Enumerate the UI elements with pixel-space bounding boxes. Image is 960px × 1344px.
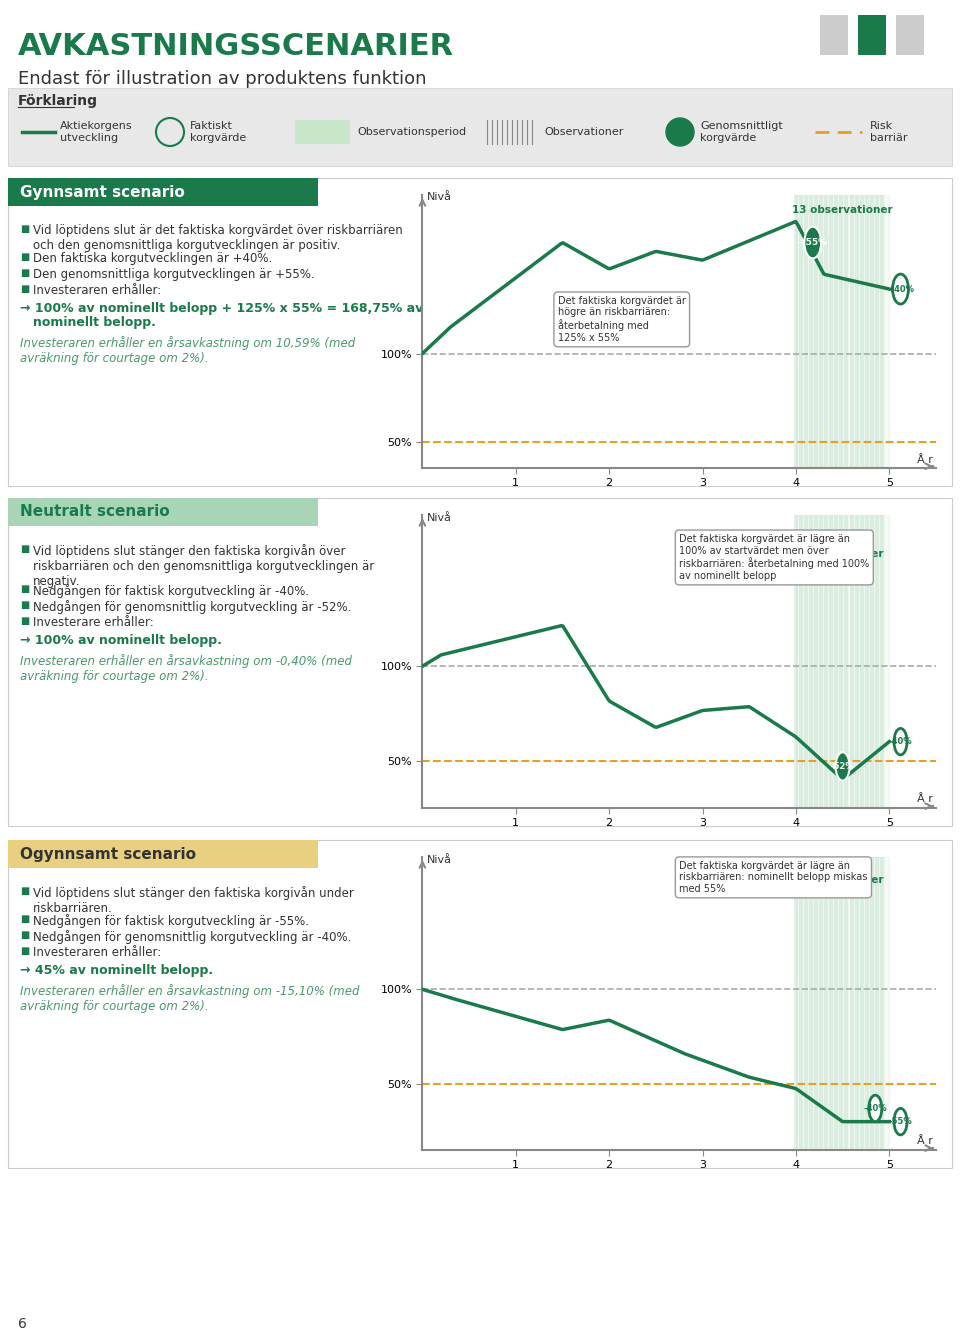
Text: Det faktiska korgvärdet är
högre än riskbarriären:
återbetalning med
125% x 55%: Det faktiska korgvärdet är högre än risk… — [558, 296, 685, 343]
Circle shape — [835, 753, 850, 781]
Text: Nedgången för genomsnittlig korgutveckling är -40%.: Nedgången för genomsnittlig korgutveckli… — [33, 930, 351, 943]
Text: ■: ■ — [20, 267, 29, 278]
FancyBboxPatch shape — [858, 15, 886, 55]
Text: Risk
barriär: Risk barriär — [870, 121, 907, 142]
FancyBboxPatch shape — [8, 177, 952, 487]
Text: ■: ■ — [20, 585, 29, 594]
FancyBboxPatch shape — [8, 499, 952, 827]
Text: Neutralt scenario: Neutralt scenario — [20, 504, 170, 520]
FancyBboxPatch shape — [8, 87, 952, 167]
Bar — [796, 515, 889, 808]
Text: +40%: +40% — [887, 285, 914, 293]
Text: Nivå: Nivå — [427, 512, 452, 523]
Text: 13 observationer: 13 observationer — [792, 204, 893, 215]
Text: 13
observationer: 13 observationer — [802, 864, 884, 886]
Text: ■: ■ — [20, 253, 29, 262]
Text: AVKASTNINGSSCENARIER: AVKASTNINGSSCENARIER — [18, 32, 454, 60]
Text: Förklaring: Förklaring — [18, 94, 98, 108]
Text: ■: ■ — [20, 616, 29, 626]
Text: Den genomsnittliga korgutvecklingen är +55%.: Den genomsnittliga korgutvecklingen är +… — [33, 267, 315, 281]
Text: Faktiskt
korgvärde: Faktiskt korgvärde — [190, 121, 247, 142]
Text: Investeraren erhåller en årsavkastning om -15,10% (med
avräkning för courtage om: Investeraren erhåller en årsavkastning o… — [20, 984, 359, 1013]
Circle shape — [666, 118, 694, 146]
FancyBboxPatch shape — [8, 499, 318, 526]
Text: Å r: Å r — [918, 454, 933, 465]
Text: Aktiekorgens
utveckling: Aktiekorgens utveckling — [60, 121, 132, 142]
Text: Nivå: Nivå — [427, 855, 452, 864]
Text: Den faktiska korgutvecklingen är +40%.: Den faktiska korgutvecklingen är +40%. — [33, 253, 273, 265]
Text: Investeraren erhåller en årsavkastning om 10,59% (med
avräkning för courtage om : Investeraren erhåller en årsavkastning o… — [20, 336, 355, 366]
Text: ■: ■ — [20, 946, 29, 956]
Text: Gynnsamt scenario: Gynnsamt scenario — [20, 184, 184, 199]
Text: +55%: +55% — [798, 238, 828, 247]
FancyBboxPatch shape — [896, 15, 924, 55]
Text: Investeraren erhåller en årsavkastning om -0,40% (med
avräkning för courtage om : Investeraren erhåller en årsavkastning o… — [20, 655, 352, 683]
Text: ■: ■ — [20, 224, 29, 234]
Text: Vid löptidens slut stänger den faktiska korgivån över
riskbarriären och den geno: Vid löptidens slut stänger den faktiska … — [33, 544, 374, 587]
Text: -52%: -52% — [830, 762, 854, 771]
Text: Vid löptidens slut stänger den faktiska korgivån under
riskbarriären.: Vid löptidens slut stänger den faktiska … — [33, 886, 354, 915]
FancyBboxPatch shape — [8, 177, 318, 206]
Circle shape — [894, 1109, 907, 1134]
Text: Observationer: Observationer — [544, 126, 623, 137]
Text: -40%: -40% — [863, 1103, 887, 1113]
Text: Investeraren erhåller:: Investeraren erhåller: — [33, 946, 161, 960]
Text: Vid löptidens slut är det faktiska korgvärdet över riskbarriären
och den genomsn: Vid löptidens slut är det faktiska korgv… — [33, 224, 403, 253]
Text: Å r: Å r — [918, 1136, 933, 1146]
Text: Nedgången för faktisk korgutveckling är -55%.: Nedgången för faktisk korgutveckling är … — [33, 914, 309, 927]
Text: ■: ■ — [20, 284, 29, 294]
Text: ■: ■ — [20, 599, 29, 610]
FancyBboxPatch shape — [8, 840, 318, 868]
Text: 13
observationer: 13 observationer — [802, 538, 884, 559]
Bar — [796, 857, 889, 1150]
FancyBboxPatch shape — [8, 840, 952, 1168]
Circle shape — [869, 1095, 882, 1122]
Text: Endast för illustration av produktens funktion: Endast för illustration av produktens fu… — [18, 70, 426, 87]
FancyBboxPatch shape — [820, 15, 848, 55]
Text: Det faktiska korgvärdet är lägre än
riskbarriären: nominellt belopp miskas
med 5: Det faktiska korgvärdet är lägre än risk… — [680, 860, 868, 894]
Text: ■: ■ — [20, 930, 29, 939]
Text: Nedgången för faktisk korgutveckling är -40%.: Nedgången för faktisk korgutveckling är … — [33, 585, 309, 598]
Circle shape — [894, 728, 907, 755]
Text: → 100% av nominellt belopp + 125% x 55% = 168,75% av: → 100% av nominellt belopp + 125% x 55% … — [20, 302, 423, 314]
Text: Det faktiska korgvärdet är lägre än
100% av startvärdet men över
riskbarriären: : Det faktiska korgvärdet är lägre än 100%… — [680, 534, 870, 581]
Text: -55%: -55% — [889, 1117, 912, 1126]
Text: 6: 6 — [18, 1317, 27, 1331]
Text: Å r: Å r — [918, 794, 933, 804]
Text: Genomsnittligt
korgvärde: Genomsnittligt korgvärde — [700, 121, 782, 142]
Text: -40%: -40% — [889, 737, 912, 746]
Text: Ogynnsamt scenario: Ogynnsamt scenario — [20, 847, 196, 862]
Circle shape — [804, 227, 821, 258]
Text: → 100% av nominellt belopp.: → 100% av nominellt belopp. — [20, 634, 222, 646]
FancyBboxPatch shape — [295, 120, 350, 144]
Text: Investeraren erhåller:: Investeraren erhåller: — [33, 284, 161, 297]
Circle shape — [893, 274, 908, 304]
Text: Observationsperiod: Observationsperiod — [357, 126, 467, 137]
Text: nominellt belopp.: nominellt belopp. — [33, 316, 156, 329]
Text: ■: ■ — [20, 914, 29, 925]
Text: ■: ■ — [20, 544, 29, 554]
Text: Nedgången för genomsnittlig korgutveckling är -52%.: Nedgången för genomsnittlig korgutveckli… — [33, 599, 351, 614]
Text: Investerare erhåller:: Investerare erhåller: — [33, 616, 154, 629]
Text: → 45% av nominellt belopp.: → 45% av nominellt belopp. — [20, 964, 213, 977]
Text: Nivå: Nivå — [427, 192, 452, 203]
Text: ■: ■ — [20, 886, 29, 896]
Bar — [796, 195, 889, 468]
